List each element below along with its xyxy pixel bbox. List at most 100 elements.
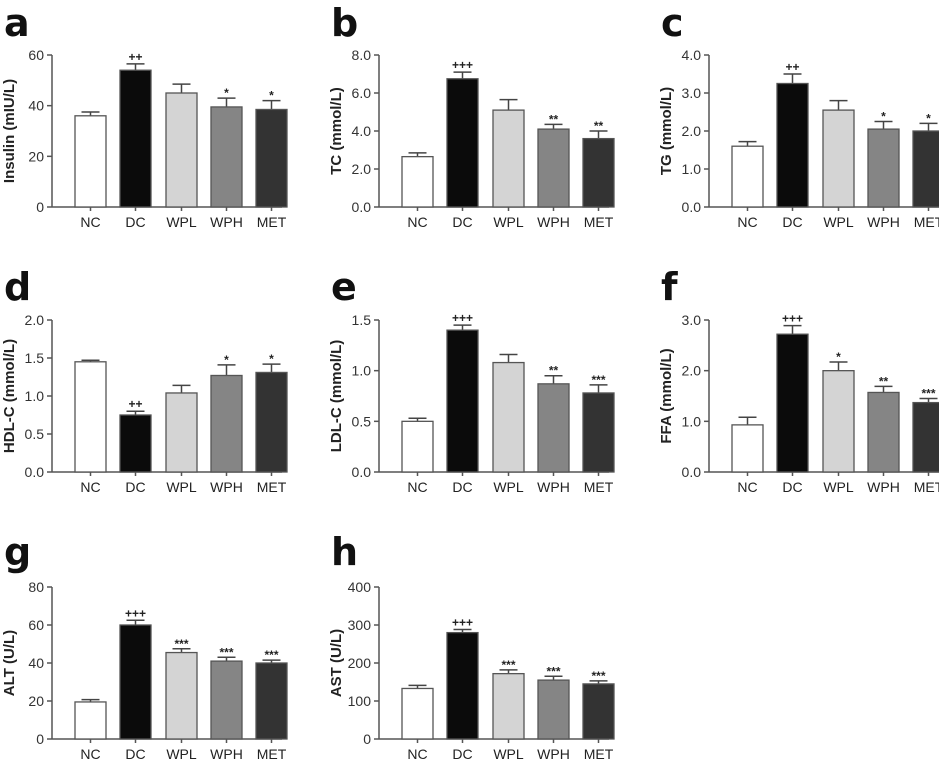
significance-label: *** bbox=[591, 373, 605, 387]
y-tick-label: 200 bbox=[348, 655, 372, 671]
y-tick-label: 20 bbox=[28, 148, 44, 164]
x-tick-label: MET bbox=[914, 479, 939, 495]
y-tick-label: 0.0 bbox=[25, 464, 45, 480]
bar-wph bbox=[537, 383, 570, 473]
x-tick-label: WPH bbox=[537, 746, 570, 762]
y-tick-label: 1.0 bbox=[352, 363, 372, 379]
significance-label: *** bbox=[174, 637, 188, 651]
significance-label: *** bbox=[501, 658, 515, 672]
x-tick-label: DC bbox=[452, 746, 472, 762]
bar-wpl bbox=[492, 672, 525, 740]
bar-nc bbox=[731, 145, 764, 208]
bar-wph bbox=[867, 391, 900, 473]
significance-label: * bbox=[269, 89, 274, 103]
bar-wph bbox=[210, 106, 243, 208]
y-axis-label: AST (U/L) bbox=[328, 629, 345, 697]
panel-letter: b bbox=[331, 1, 358, 45]
panel-letter: d bbox=[4, 265, 31, 309]
y-tick-label: 4.0 bbox=[682, 47, 702, 63]
y-tick-label: 0.0 bbox=[352, 464, 372, 480]
y-tick-label: 6.0 bbox=[352, 85, 372, 101]
bar-dc bbox=[776, 82, 809, 208]
y-tick-label: 0 bbox=[363, 731, 371, 747]
x-tick-label: NC bbox=[80, 214, 100, 230]
y-tick-label: 100 bbox=[348, 693, 372, 709]
significance-label: ++ bbox=[128, 50, 142, 64]
x-tick-label: WPH bbox=[210, 479, 243, 495]
x-tick-label: WPL bbox=[493, 746, 524, 762]
x-tick-label: DC bbox=[452, 214, 472, 230]
x-tick-label: WPL bbox=[166, 214, 197, 230]
x-tick-label: MET bbox=[914, 214, 939, 230]
y-axis-label: ALT (U/L) bbox=[1, 630, 18, 696]
y-tick-label: 1.0 bbox=[682, 161, 702, 177]
y-axis-label: Insulin (mIU/L) bbox=[1, 79, 18, 183]
y-axis-label: HDL-C (mmol/L) bbox=[1, 339, 18, 453]
x-tick-label: WPH bbox=[210, 746, 243, 762]
bar-wpl bbox=[822, 109, 855, 208]
y-tick-label: 60 bbox=[28, 617, 44, 633]
x-tick-label: NC bbox=[407, 746, 427, 762]
y-tick-label: 4.0 bbox=[352, 123, 372, 139]
x-tick-label: NC bbox=[80, 479, 100, 495]
bar-met bbox=[582, 137, 615, 208]
bar-met bbox=[255, 662, 288, 740]
panel-letter: a bbox=[4, 1, 30, 45]
bar-dc bbox=[776, 333, 809, 473]
bar-wph bbox=[537, 128, 570, 208]
y-tick-label: 60 bbox=[28, 47, 44, 63]
significance-label: ** bbox=[594, 119, 604, 133]
significance-label: ** bbox=[549, 364, 559, 378]
significance-label: +++ bbox=[452, 616, 473, 630]
bar-wpl bbox=[492, 109, 525, 208]
bar-dc bbox=[119, 69, 152, 208]
bar-met bbox=[912, 130, 939, 208]
y-tick-label: 2.0 bbox=[682, 363, 702, 379]
y-tick-label: 20 bbox=[28, 693, 44, 709]
y-tick-label: 40 bbox=[28, 98, 44, 114]
significance-label: *** bbox=[591, 669, 605, 683]
x-tick-label: WPH bbox=[537, 214, 570, 230]
x-tick-label: DC bbox=[782, 214, 802, 230]
significance-label: *** bbox=[264, 648, 278, 662]
y-tick-label: 1.0 bbox=[25, 388, 45, 404]
y-tick-label: 2.0 bbox=[352, 161, 372, 177]
y-axis-label: TC (mmol/L) bbox=[328, 87, 345, 175]
x-tick-label: NC bbox=[737, 214, 757, 230]
x-tick-label: WPL bbox=[166, 746, 197, 762]
bar-met bbox=[582, 392, 615, 473]
bar-dc bbox=[446, 631, 479, 740]
y-axis-label: FFA (mmol/L) bbox=[658, 348, 675, 443]
bar-met bbox=[255, 108, 288, 208]
bar-wpl bbox=[822, 370, 855, 473]
bar-nc bbox=[74, 361, 107, 473]
x-tick-label: DC bbox=[125, 746, 145, 762]
x-tick-label: WPH bbox=[867, 479, 900, 495]
x-tick-label: NC bbox=[407, 479, 427, 495]
x-tick-label: MET bbox=[257, 214, 287, 230]
bar-dc bbox=[446, 329, 479, 473]
bar-dc bbox=[119, 624, 152, 740]
panel-letter: e bbox=[331, 265, 357, 309]
panel-g: g 0 20 40 60 80 ALT (U/L) NC DC +++ WPL *** WPH *** ME… bbox=[1, 530, 288, 762]
bar-nc bbox=[401, 687, 434, 740]
significance-label: * bbox=[836, 350, 841, 364]
y-tick-label: 0 bbox=[36, 199, 44, 215]
x-tick-label: DC bbox=[125, 214, 145, 230]
x-tick-label: WPL bbox=[493, 214, 524, 230]
bar-wpl bbox=[165, 392, 198, 473]
bar-wpl bbox=[165, 92, 198, 208]
y-tick-label: 2.0 bbox=[25, 312, 45, 328]
significance-label: *** bbox=[921, 387, 935, 401]
x-tick-label: NC bbox=[737, 479, 757, 495]
bar-wph bbox=[210, 374, 243, 473]
y-tick-label: 300 bbox=[348, 617, 372, 633]
panel-letter: h bbox=[331, 530, 358, 574]
significance-label: ++ bbox=[128, 397, 142, 411]
x-tick-label: MET bbox=[584, 214, 614, 230]
x-tick-label: WPL bbox=[823, 479, 854, 495]
panel-d: d 0.0 0.5 1.0 1.5 2.0 HDL-C (mmol/L) NC DC ++ WPL W… bbox=[1, 265, 288, 495]
y-tick-label: 400 bbox=[348, 579, 372, 595]
x-tick-label: WPH bbox=[537, 479, 570, 495]
